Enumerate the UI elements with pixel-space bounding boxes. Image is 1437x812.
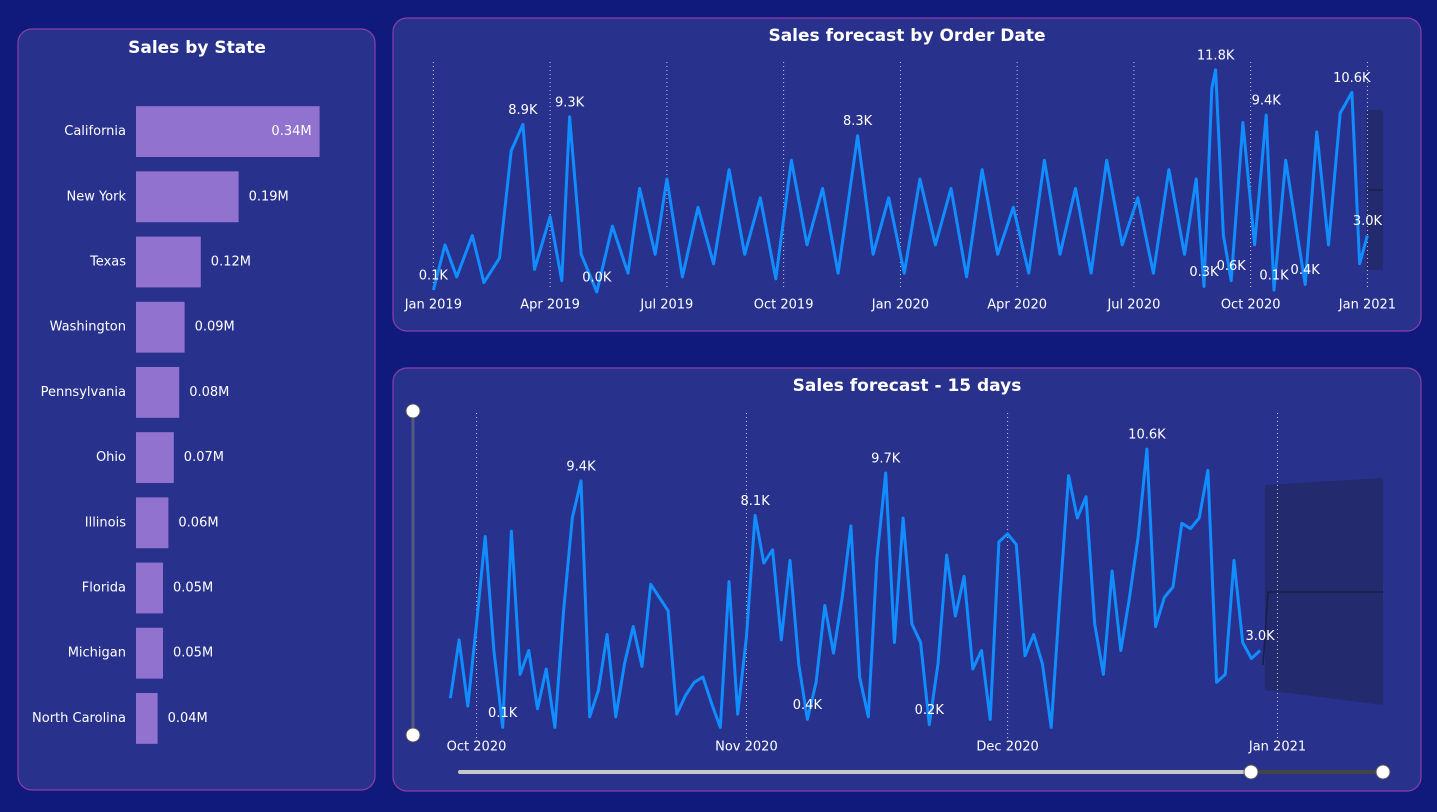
bar (136, 301, 185, 353)
x-tick-label: Jan 2020 (871, 298, 929, 313)
data-label: 9.4K (1252, 93, 1282, 108)
bar (136, 366, 180, 418)
x-tick-label: Jul 2020 (1106, 298, 1160, 313)
data-label: 0.6K (1217, 259, 1247, 274)
slider-handle[interactable] (1375, 764, 1391, 780)
x-tick-label: Nov 2020 (715, 740, 778, 755)
x-tick-label: Jan 2021 (1338, 298, 1396, 313)
category-label: Michigan (68, 646, 126, 661)
data-label: 0.12M (211, 255, 251, 270)
bar (136, 106, 320, 158)
panel (17, 28, 376, 791)
x-tick-label: Oct 2020 (447, 740, 507, 755)
data-label: 0.4K (793, 698, 823, 713)
data-label: 0.1K (419, 269, 449, 284)
data-label: 0.34M (271, 124, 311, 139)
category-label: Florida (82, 581, 126, 596)
data-label: 0.1K (488, 706, 518, 721)
slider-handle[interactable] (405, 727, 421, 743)
data-label: 0.2K (915, 703, 945, 718)
data-label: 9.7K (871, 451, 901, 466)
category-label: North Carolina (32, 711, 126, 726)
data-label: 9.3K (555, 95, 585, 110)
data-label: 0.3K (1189, 265, 1219, 280)
data-label: 0.07M (184, 450, 224, 465)
x-tick-label: Apr 2019 (520, 298, 580, 313)
data-label: 9.4K (566, 459, 596, 474)
chart-title: Sales by State (128, 38, 266, 58)
x-tick-label: Jul 2019 (639, 298, 693, 313)
category-label: Ohio (96, 450, 126, 465)
bar (136, 236, 201, 288)
data-label: 0.09M (195, 320, 235, 335)
category-label: Pennsylvania (41, 385, 126, 400)
data-label: 0.06M (178, 515, 218, 530)
data-label: 0.05M (173, 646, 213, 661)
data-label: 0.19M (249, 189, 289, 204)
forecast-line (1262, 591, 1383, 666)
chart-title: Sales forecast by Order Date (768, 26, 1045, 46)
bar (136, 497, 169, 549)
data-label: 0.0K (582, 271, 612, 286)
bar (136, 171, 239, 223)
category-label: California (64, 124, 126, 139)
slider-handle[interactable] (1243, 764, 1259, 780)
x-tick-label: Apr 2020 (987, 298, 1047, 313)
line (448, 447, 1262, 729)
bar (136, 627, 163, 679)
x-tick-label: Dec 2020 (976, 740, 1038, 755)
bar (136, 562, 163, 614)
data-label: 0.1K (1259, 269, 1289, 284)
data-label: 10.6K (1128, 428, 1166, 443)
data-label: 0.08M (189, 385, 229, 400)
data-label: 0.4K (1291, 263, 1321, 278)
x-tick-label: Oct 2020 (1221, 298, 1281, 313)
panel (392, 17, 1422, 332)
x-tick-label: Jan 2021 (1248, 740, 1306, 755)
bar (136, 692, 158, 744)
data-label: 0.05M (173, 581, 213, 596)
category-label: Washington (50, 320, 126, 335)
slider-handle[interactable] (405, 403, 421, 419)
category-label: New York (66, 189, 126, 204)
data-label: 8.3K (843, 114, 873, 129)
x-tick-label: Oct 2019 (754, 298, 814, 313)
category-label: Texas (89, 255, 126, 270)
data-label: 0.04M (168, 711, 208, 726)
data-label: 8.9K (508, 103, 538, 118)
x-tick-label: Jan 2019 (404, 298, 462, 313)
data-label: 8.1K (741, 494, 771, 509)
line (431, 68, 1369, 294)
data-label: 3.0K (1246, 629, 1276, 644)
category-label: Illinois (85, 515, 126, 530)
bar (136, 432, 174, 484)
data-label: 11.8K (1197, 48, 1235, 63)
data-label: 3.0K (1353, 214, 1383, 229)
chart-title: Sales forecast - 15 days (793, 376, 1022, 396)
data-label: 10.6K (1333, 71, 1371, 86)
